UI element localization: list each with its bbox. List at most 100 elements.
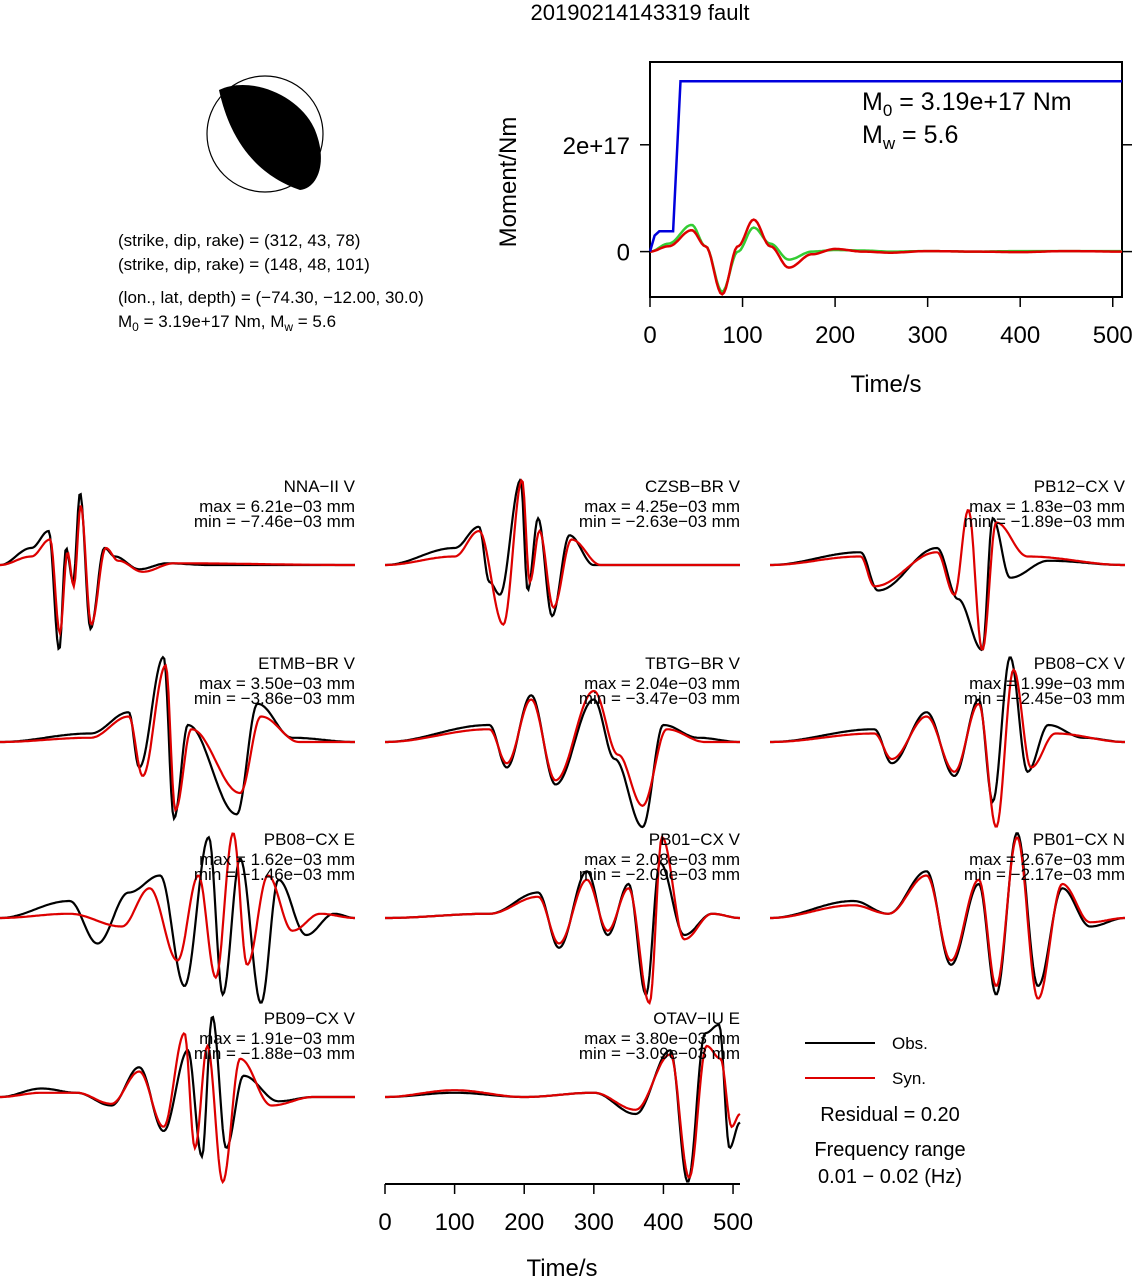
syn-trace: [770, 667, 1125, 828]
time-axis-tick-label: 400: [643, 1209, 683, 1236]
stf-panel: 0 2e+17 0 100 200 300 400 500 Moment/Nm Time/s…: [495, 61, 1133, 398]
moment-sub: 0: [132, 320, 139, 334]
anno-mw-sub: w: [882, 134, 896, 153]
stf-x-tick-label: 400: [1000, 322, 1040, 349]
station-max: max = 3.50e−03 mm: [199, 674, 355, 693]
time-axis-tick-label: 500: [713, 1209, 753, 1236]
syn-trace: [770, 509, 1125, 651]
frequency-value: 0.01 − 0.02 (Hz): [818, 1166, 962, 1188]
mw-sub: w: [283, 320, 293, 334]
syn-trace: [0, 832, 355, 980]
station-max: max = 4.25e−03 mm: [584, 497, 740, 516]
station-max: max = 6.21e−03 mm: [199, 497, 355, 516]
station-name: ETMB−BR V: [258, 654, 355, 673]
time-axis-label: Time/s: [526, 1255, 597, 1281]
station-name: PB09−CX V: [264, 1009, 356, 1028]
time-axis-tick-label: 300: [574, 1209, 614, 1236]
stf-annotation-mw: Mw = 5.6: [862, 121, 958, 153]
station-max: max = 2.04e−03 mm: [584, 674, 740, 693]
moment-rest: = 3.19e+17 Nm, M: [139, 312, 285, 331]
stf-y-axis: 0 2e+17: [563, 133, 1132, 267]
station-name: CZSB−BR V: [645, 477, 741, 496]
beachball-compression: [219, 84, 321, 190]
mw-value: = 5.6: [293, 312, 336, 331]
obs-trace: [385, 694, 740, 829]
anno-m0-rest: = 3.19e+17 Nm: [892, 88, 1071, 116]
station-max: max = 3.80e−03 mm: [584, 1029, 740, 1048]
syn-trace: [385, 835, 740, 1006]
station-max: max = 1.99e−03 mm: [969, 674, 1125, 693]
station-max: max = 2.08e−03 mm: [584, 850, 740, 869]
stf-y-tick-label: 0: [617, 240, 630, 267]
stf-annotation-m0: M0 = 3.19e+17 Nm: [862, 88, 1072, 120]
stf-x-tick-label: 100: [723, 322, 763, 349]
obs-trace: [770, 832, 1125, 996]
station-max: max = 1.62e−03 mm: [199, 850, 355, 869]
syn-trace: [385, 689, 740, 808]
station-name: PB08−CX E: [264, 830, 355, 849]
station-min: min = −1.46e−03 mm: [194, 865, 355, 884]
stf-x-tick-label: 0: [643, 322, 656, 349]
stf-x-tick-label: 200: [815, 322, 855, 349]
station-name: OTAV−IU E: [653, 1009, 740, 1028]
stf-series-group: [648, 79, 1122, 296]
station-name: PB12−CX V: [1034, 477, 1126, 496]
stf-xlabel: Time/s: [850, 371, 921, 398]
figure-title: 20190214143319 fault: [531, 0, 750, 25]
nodal-plane-1: (strike, dip, rake) = (312, 43, 78): [118, 231, 360, 250]
station-min: min = −2.45e−03 mm: [964, 689, 1125, 708]
residual-text: Residual = 0.20: [820, 1104, 960, 1126]
stf-series-line: [648, 79, 1122, 252]
stf-series-line: [649, 218, 1122, 296]
station-min: min = −7.46e−03 mm: [194, 512, 355, 531]
station-min: min = −2.63e−03 mm: [579, 512, 740, 531]
station-name: PB01−CX V: [649, 830, 741, 849]
station-max: max = 1.91e−03 mm: [199, 1029, 355, 1048]
station-min: min = −2.17e−03 mm: [964, 865, 1125, 884]
station-name: TBTG−BR V: [645, 654, 741, 673]
waveform-time-axis: Time/s 0 100 200 300 400 500: [378, 1183, 753, 1281]
stf-x-tick-label: 300: [908, 322, 948, 349]
syn-trace: [385, 1044, 741, 1179]
station-min: min = −1.88e−03 mm: [194, 1044, 355, 1063]
station-min: min = −3.47e−03 mm: [579, 689, 740, 708]
moment-prefix: M: [118, 312, 132, 331]
anno-m0: M: [862, 88, 883, 116]
anno-m0-sub: 0: [883, 101, 892, 120]
stf-frame: [649, 61, 1123, 298]
stf-y-tick-label: 2e+17: [563, 133, 630, 160]
time-axis-tick-label: 100: [435, 1209, 475, 1236]
syn-trace: [770, 836, 1125, 1000]
legend: Obs. Syn. Residual = 0.20 Frequency rang…: [805, 1034, 966, 1188]
nodal-plane-2: (strike, dip, rake) = (148, 48, 101): [118, 255, 370, 274]
frequency-label: Frequency range: [814, 1139, 965, 1161]
legend-syn-label: Syn.: [892, 1069, 926, 1088]
moment-line: M0 = 3.19e+17 Nm, Mw = 5.6: [118, 312, 336, 334]
hypocenter: (lon., lat, depth) = (−74.30, −12.00, 30…: [118, 288, 424, 307]
stf-ylabel: Moment/Nm: [495, 117, 522, 248]
obs-trace: [770, 656, 1125, 804]
station-name: PB08−CX V: [1034, 654, 1126, 673]
time-axis-tick-label: 200: [504, 1209, 544, 1236]
syn-trace: [385, 478, 740, 626]
legend-obs-label: Obs.: [892, 1034, 928, 1053]
stf-x-tick-label: 500: [1093, 322, 1133, 349]
syn-trace: [0, 505, 355, 638]
station-max: max = 1.83e−03 mm: [969, 497, 1125, 516]
station-min: min = −3.86e−03 mm: [194, 689, 355, 708]
stf-series-line: [649, 223, 1122, 294]
focal-mechanism: [206, 75, 324, 193]
time-axis-tick-label: 0: [378, 1209, 391, 1236]
station-min: min = −1.89e−03 mm: [964, 512, 1125, 531]
